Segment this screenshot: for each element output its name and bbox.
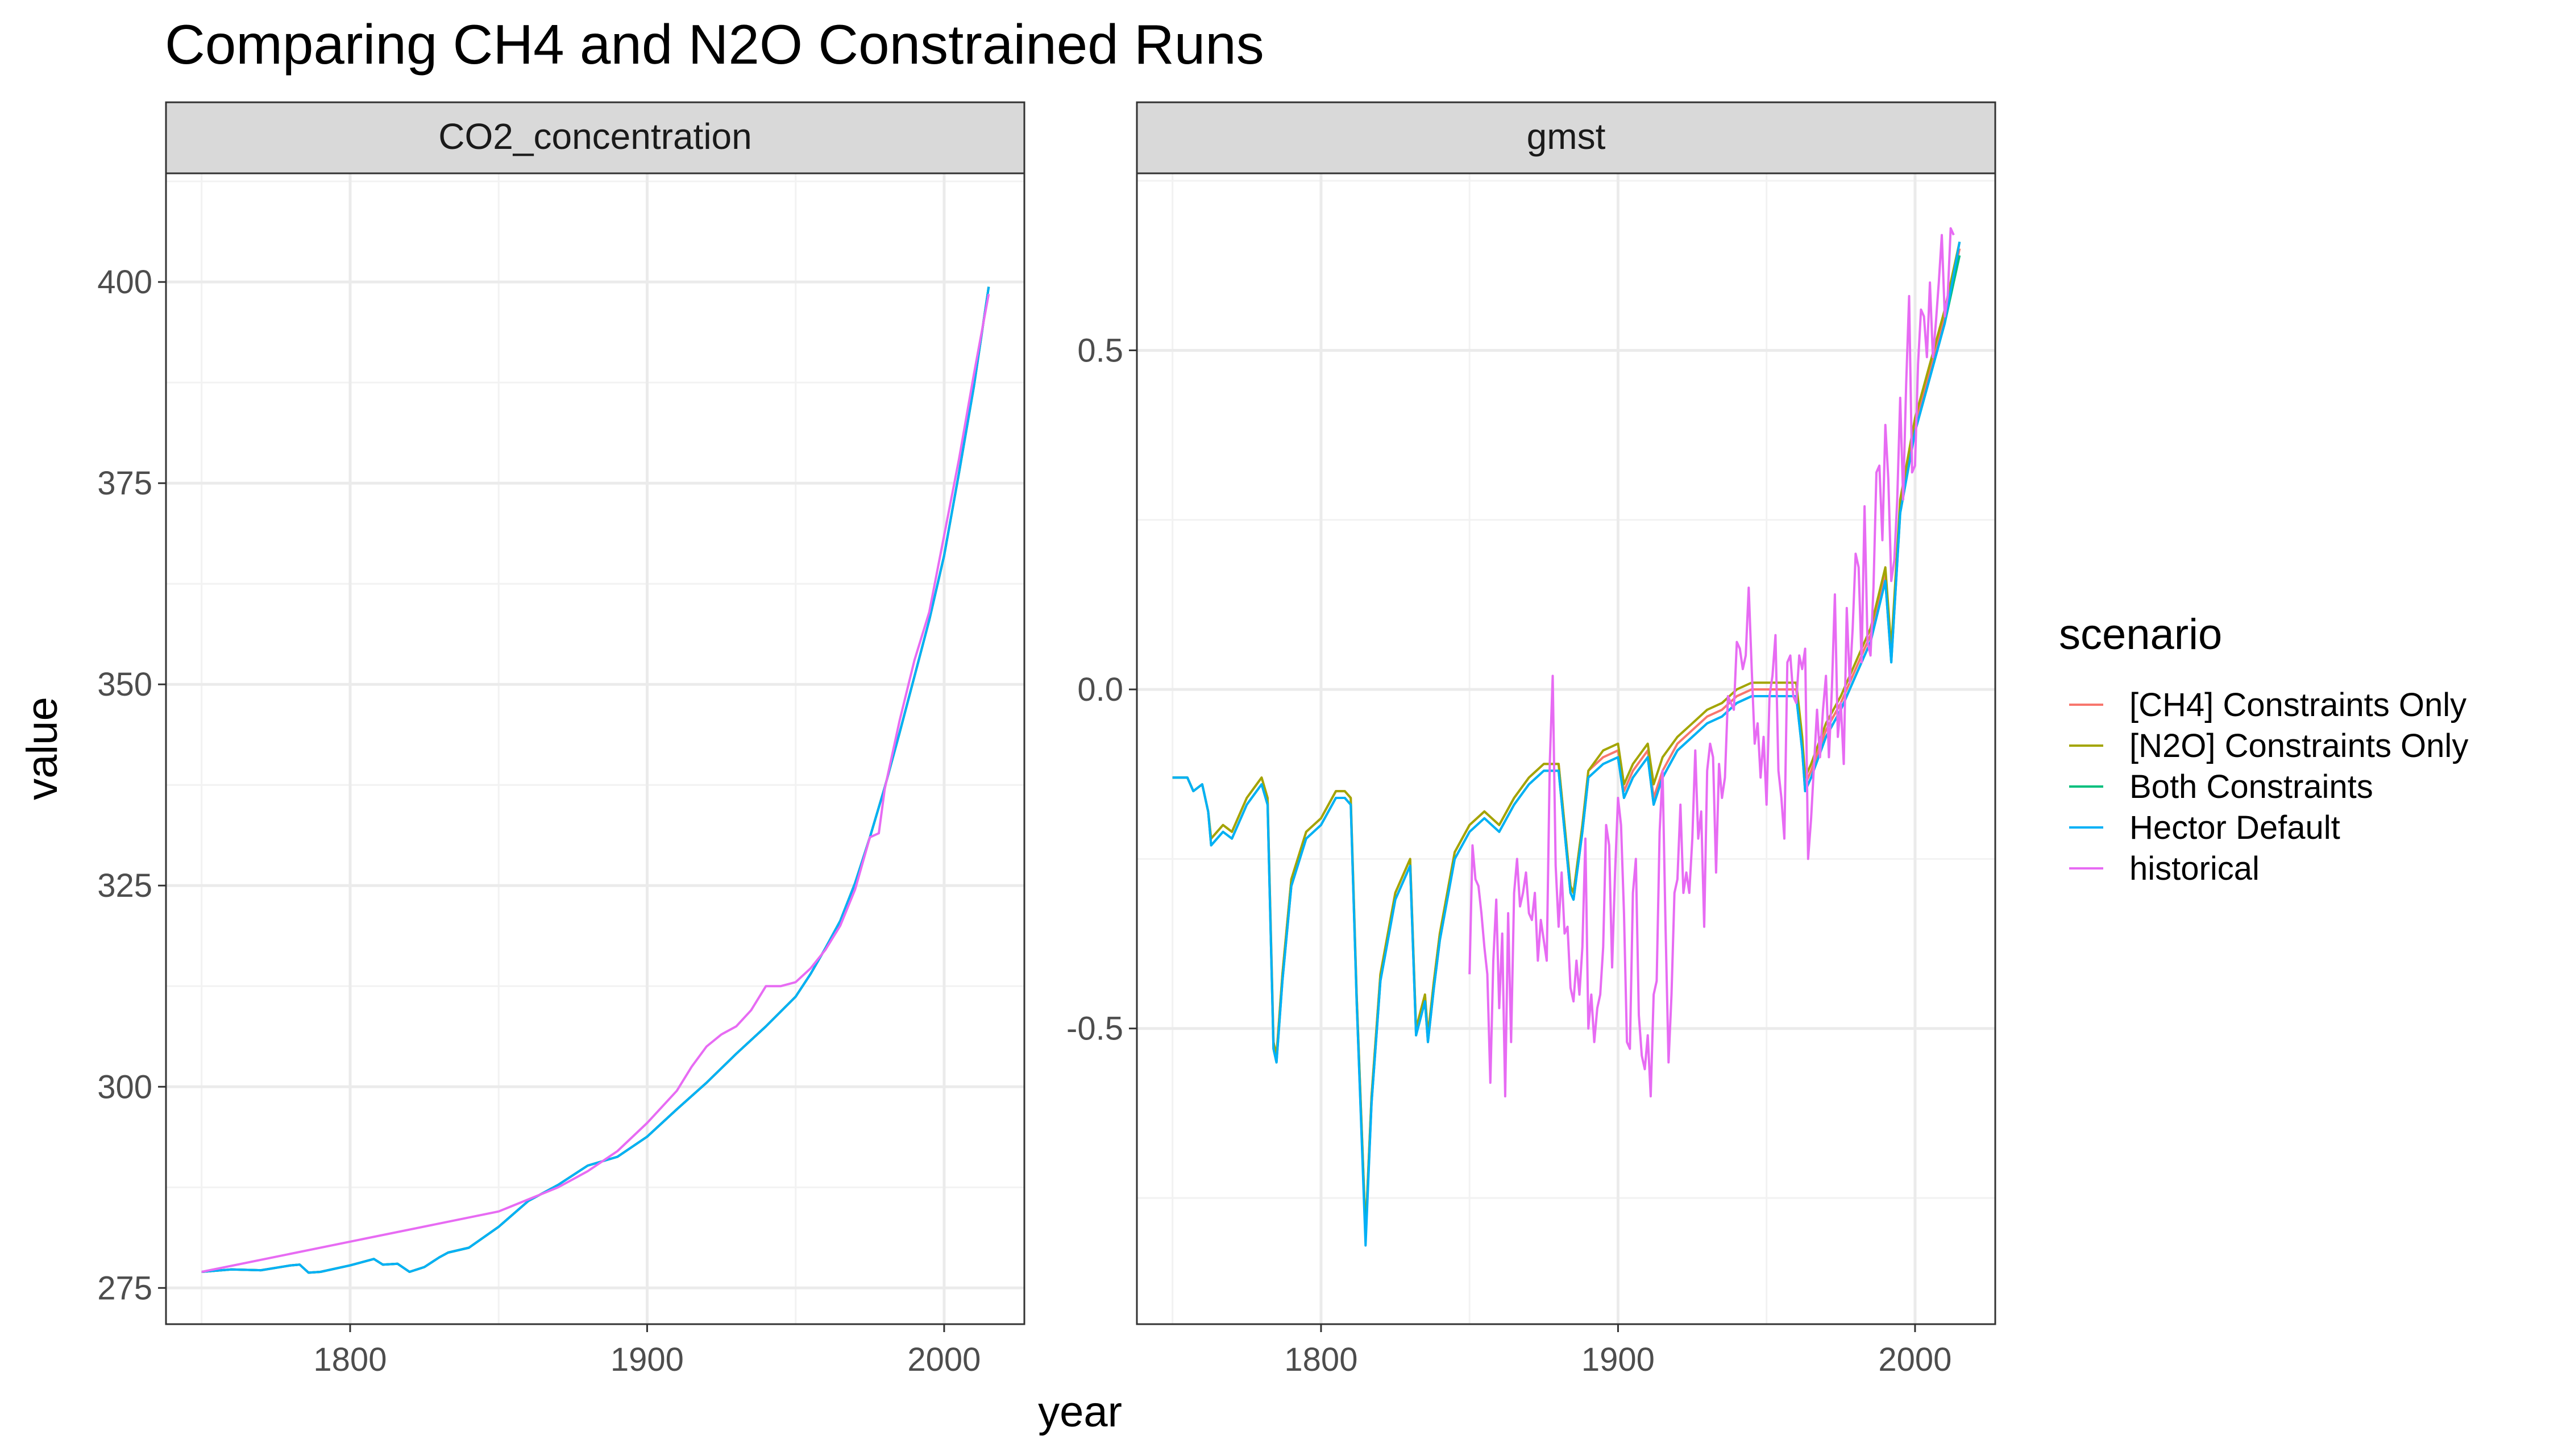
y-tick-label: -0.5 [1066, 1010, 1123, 1047]
x-axis: 1800 1900 2000 [1284, 1324, 1951, 1378]
minor-gridlines [1137, 173, 1995, 1324]
x-tick-label: 1900 [1581, 1341, 1655, 1378]
series-line-historical [201, 294, 990, 1273]
legend-label: [CH4] Constraints Only [2129, 687, 2466, 723]
legend-label: Hector Default [2129, 809, 2340, 846]
x-tick-label: 1900 [611, 1341, 684, 1378]
panel-background [1137, 173, 1995, 1324]
series-lines [201, 286, 990, 1274]
panel-border [1136, 172, 1996, 1325]
y-tick-label: 0.0 [1077, 671, 1123, 708]
major-gridlines [166, 173, 1024, 1324]
x-tick-label: 2000 [1878, 1341, 1951, 1378]
panel-co2-concentration: CO2_concentration 1800 1900 2000 275 300 325… [97, 101, 1025, 1378]
panel-background [166, 173, 1024, 1324]
legend-title: scenario [2059, 610, 2222, 659]
strip-background [165, 101, 1025, 174]
strip-label: CO2_concentration [438, 116, 751, 157]
strip-label: gmst [1527, 116, 1606, 157]
legend-label: [N2O] Constraints Only [2129, 727, 2468, 764]
chart-title: Comparing CH4 and N2O Constrained Runs [165, 13, 1264, 76]
y-axis: 275 300 325 350 375 400 [97, 264, 166, 1307]
x-tick-label: 2000 [907, 1341, 981, 1378]
x-tick-label: 1800 [313, 1341, 387, 1378]
legend-label: Both Constraints [2129, 768, 2373, 805]
series-lines [1172, 227, 1961, 1247]
x-axis: 1800 1900 2000 [313, 1324, 981, 1378]
x-tick-label: 1800 [1284, 1341, 1357, 1378]
y-tick-label: 300 [97, 1068, 152, 1105]
legend: scenario [CH4] Constraints Only [N2O] Con… [2059, 610, 2468, 887]
y-tick-label: 325 [97, 867, 152, 904]
series-line-historical [1468, 227, 1955, 1098]
y-axis-title: value [18, 697, 67, 800]
series-line-hector-default [1172, 242, 1961, 1247]
minor-gridlines [166, 173, 1024, 1324]
panel-gmst: gmst 1800 1900 2000 -0.5 0.0 0.5 [1066, 101, 1996, 1378]
x-axis-title: year [1038, 1388, 1122, 1436]
y-tick-label: 350 [97, 666, 152, 703]
y-tick-label: 400 [97, 264, 152, 301]
y-tick-label: 375 [97, 465, 152, 502]
panel-border [165, 172, 1025, 1325]
y-tick-label: 0.5 [1077, 332, 1123, 369]
y-tick-label: 275 [97, 1270, 152, 1307]
y-axis: -0.5 0.0 0.5 [1066, 332, 1137, 1047]
legend-label: historical [2129, 850, 2260, 887]
